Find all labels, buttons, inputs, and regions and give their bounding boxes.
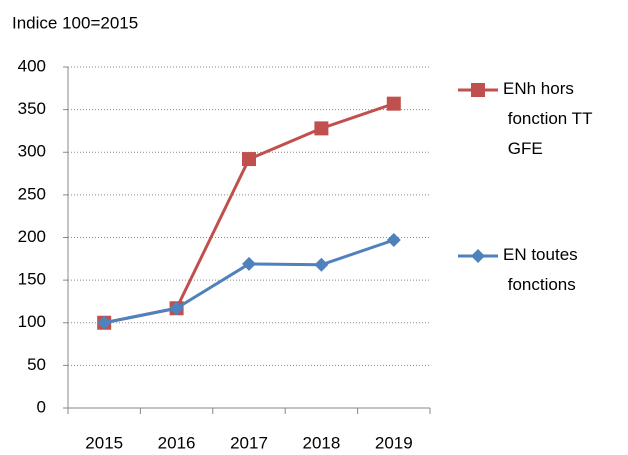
- y-tick-label: 250: [18, 184, 46, 203]
- marker: [242, 152, 256, 167]
- marker: [97, 315, 112, 330]
- marker: [386, 96, 401, 111]
- x-tick-label: 2017: [230, 433, 268, 452]
- marker: [314, 257, 329, 272]
- y-tick-label: 0: [37, 397, 46, 416]
- series-line: [103, 102, 395, 325]
- x-tick-label: 2015: [85, 433, 123, 452]
- y-tick-label: 200: [18, 227, 46, 246]
- chart-title: Indice 100=2015: [12, 13, 138, 32]
- x-tick-label: 2016: [158, 433, 196, 452]
- marker: [471, 249, 485, 263]
- legend-label: EN toutes fonctions: [503, 245, 578, 294]
- marker: [386, 233, 401, 248]
- x-tick-label: 2018: [302, 433, 340, 452]
- marker: [169, 301, 184, 316]
- y-tick-label: 100: [18, 312, 46, 331]
- y-tick-label: 300: [18, 142, 46, 161]
- x-tick-label: 2019: [375, 433, 413, 452]
- y-tick-label: 400: [18, 56, 46, 75]
- y-tick-label: 350: [18, 99, 46, 118]
- y-tick-label: 50: [27, 355, 46, 374]
- series-line: [103, 238, 395, 325]
- marker: [471, 83, 485, 97]
- marker: [314, 121, 329, 136]
- marker: [242, 256, 256, 271]
- legend-label: ENh hors fonction TT GFE: [503, 79, 592, 158]
- y-tick-label: 150: [18, 270, 46, 289]
